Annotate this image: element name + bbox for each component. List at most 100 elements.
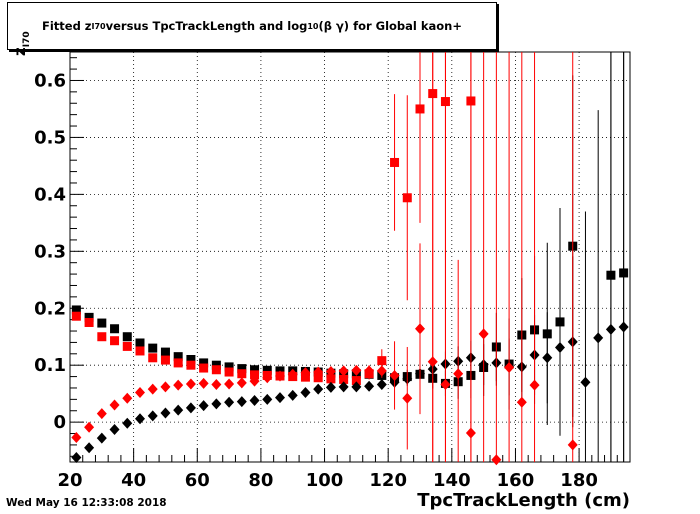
data-point-diamond — [135, 387, 145, 399]
data-point-diamond — [504, 361, 515, 373]
data-point-square — [224, 367, 234, 377]
data-point-diamond — [313, 366, 324, 378]
data-point-diamond — [262, 372, 273, 384]
data-point-diamond — [147, 383, 158, 395]
data-point-square — [250, 370, 260, 380]
data-point-square — [110, 324, 120, 334]
data-point-diamond — [364, 380, 375, 392]
data-point-diamond — [618, 321, 629, 333]
title-suffix: (β γ) for Global kaon+ — [318, 19, 462, 33]
y-tick-label: 0.1 — [34, 355, 66, 376]
data-point-diamond — [555, 342, 565, 354]
data-point-diamond — [109, 424, 120, 436]
data-point-diamond — [84, 442, 95, 454]
data-point-square — [122, 341, 132, 351]
data-point-diamond — [325, 381, 336, 393]
x-tick-label: 20 — [57, 470, 82, 491]
data-point-square — [148, 343, 158, 353]
data-point-diamond — [198, 377, 209, 389]
data-point-diamond — [605, 323, 616, 335]
data-point-diamond — [173, 404, 184, 416]
data-point-square — [186, 355, 196, 364]
data-point-diamond — [236, 396, 247, 408]
data-point-diamond — [211, 398, 222, 410]
data-point-square — [211, 365, 221, 375]
title-sub: I70 — [91, 21, 106, 31]
data-point-square — [84, 312, 94, 322]
data-point-square — [415, 104, 425, 114]
title-prefix: Fitted z — [41, 19, 92, 33]
data-point-diamond — [185, 402, 196, 414]
data-point-diamond — [224, 378, 235, 390]
data-point-diamond — [96, 432, 107, 444]
data-point-diamond — [249, 395, 260, 406]
data-point-square — [377, 356, 387, 366]
data-point-diamond — [109, 399, 120, 411]
data-point-diamond — [300, 367, 311, 379]
data-point-diamond — [325, 365, 336, 377]
data-point-square — [160, 347, 170, 357]
data-point-diamond — [491, 454, 502, 466]
data-point-square — [173, 352, 183, 362]
title-sub2: 10 — [307, 21, 319, 31]
data-point-diamond — [567, 439, 578, 451]
data-point-square — [237, 364, 247, 374]
data-point-square — [339, 374, 349, 384]
data-point-diamond — [351, 381, 362, 393]
data-point-square — [199, 358, 209, 368]
data-point-diamond — [224, 396, 235, 408]
data-point-diamond — [529, 379, 540, 391]
data-point-diamond — [453, 368, 464, 380]
x-tick-label: 140 — [433, 470, 471, 491]
data-point-diamond — [236, 377, 247, 389]
data-point-square — [97, 318, 107, 328]
data-point-diamond — [122, 417, 133, 429]
title-mid: versus TpcTrackLength and log — [105, 19, 308, 33]
timestamp: Wed May 16 12:33:08 2018 — [6, 497, 167, 509]
data-point-square — [84, 317, 94, 327]
x-tick-label: 120 — [369, 470, 407, 491]
data-point-diamond — [262, 393, 273, 405]
data-point-square — [186, 360, 196, 370]
y-tick-label: 0.3 — [34, 241, 66, 262]
x-tick-label: 80 — [248, 470, 273, 491]
data-point-diamond — [516, 396, 527, 408]
data-point-square — [351, 376, 361, 386]
data-point-diamond — [415, 323, 425, 335]
data-point-square — [110, 336, 120, 346]
data-point-square — [135, 338, 145, 348]
data-point-diamond — [402, 392, 413, 404]
data-point-square — [390, 157, 400, 167]
data-point-square — [97, 332, 107, 342]
data-point-diamond — [364, 365, 375, 377]
data-point-diamond — [427, 356, 438, 368]
data-point-diamond — [593, 332, 604, 344]
data-point-square — [160, 355, 170, 365]
data-point-square — [135, 346, 145, 356]
data-point-diamond — [185, 378, 196, 390]
data-point-diamond — [173, 379, 184, 391]
chart-title: Fitted z I70 versus TpcTrackLength and lo… — [7, 2, 497, 50]
x-tick-label: 60 — [185, 470, 210, 491]
data-point-diamond — [465, 427, 476, 439]
data-point-square — [326, 374, 336, 384]
data-point-diamond — [287, 389, 298, 401]
data-point-diamond — [376, 365, 387, 377]
y-tick-label: 0.6 — [34, 70, 66, 91]
data-point-diamond — [211, 379, 222, 391]
data-point-diamond — [300, 387, 311, 399]
x-axis-label: TpcTrackLength (cm) — [417, 490, 630, 511]
data-point-diamond — [580, 376, 591, 388]
data-point-square — [199, 363, 209, 373]
data-point-diamond — [71, 451, 82, 463]
data-point-diamond — [351, 364, 362, 376]
x-tick-label: 160 — [497, 470, 535, 491]
plot-frame — [69, 51, 631, 463]
data-point-diamond — [96, 408, 107, 420]
data-point-square — [173, 358, 183, 368]
data-point-square — [262, 365, 272, 375]
data-point-diamond — [376, 379, 387, 391]
data-point-square — [211, 360, 221, 370]
data-point-diamond — [313, 383, 324, 395]
